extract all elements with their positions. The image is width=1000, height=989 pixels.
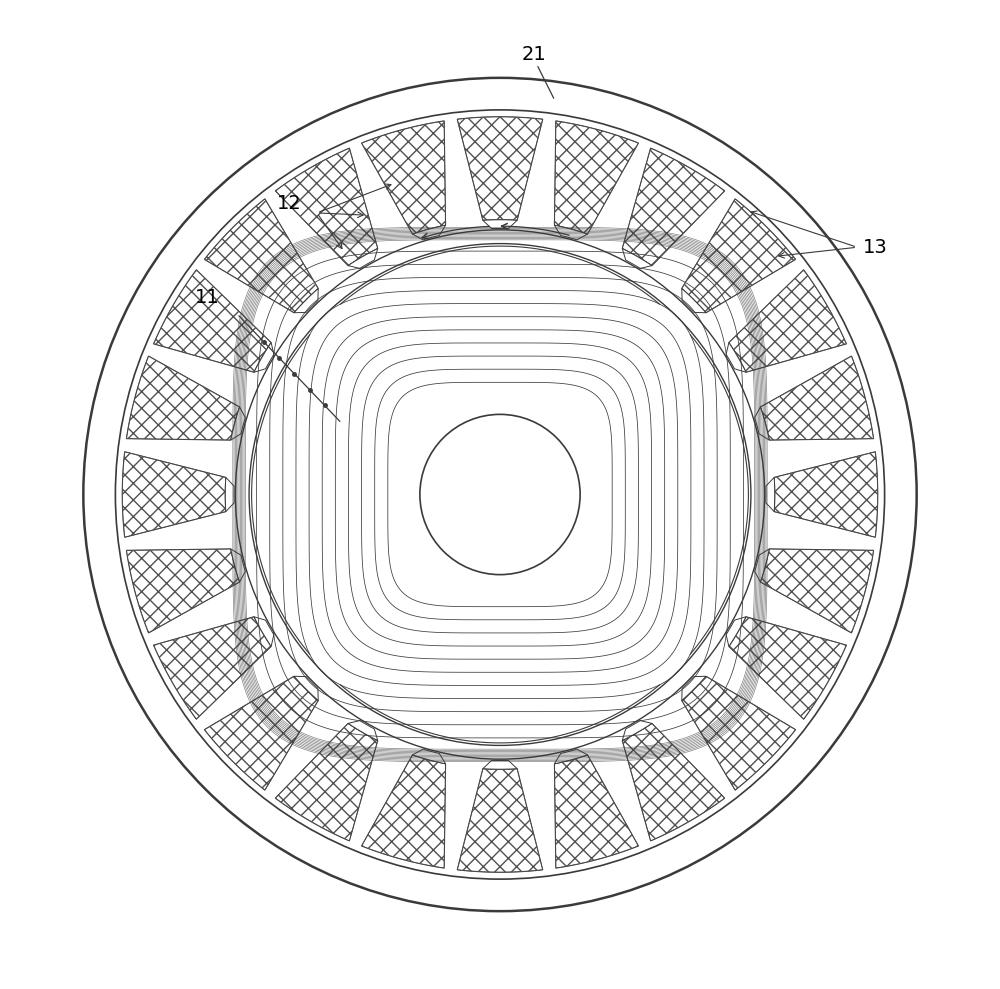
Polygon shape [204, 676, 318, 790]
Circle shape [420, 414, 580, 575]
Polygon shape [622, 721, 652, 741]
Polygon shape [554, 750, 588, 764]
Text: 21: 21 [522, 45, 547, 64]
Polygon shape [126, 549, 240, 633]
Polygon shape [726, 617, 746, 647]
Polygon shape [348, 248, 378, 268]
Polygon shape [275, 723, 378, 841]
Polygon shape [755, 407, 769, 440]
Polygon shape [412, 750, 446, 764]
Polygon shape [755, 549, 769, 582]
Polygon shape [622, 148, 725, 266]
Circle shape [249, 243, 751, 746]
Polygon shape [682, 199, 796, 313]
Polygon shape [275, 148, 378, 266]
Polygon shape [294, 289, 318, 313]
Polygon shape [154, 270, 271, 372]
Polygon shape [774, 452, 878, 537]
Polygon shape [554, 225, 588, 239]
Polygon shape [254, 342, 274, 372]
Text: 11: 11 [195, 288, 219, 308]
Polygon shape [726, 342, 746, 372]
Polygon shape [483, 761, 517, 769]
Polygon shape [126, 356, 240, 440]
Circle shape [235, 229, 765, 760]
Polygon shape [122, 452, 226, 537]
Text: 12: 12 [277, 194, 302, 214]
Circle shape [83, 78, 917, 911]
Polygon shape [412, 225, 446, 239]
Polygon shape [254, 617, 274, 647]
Polygon shape [554, 755, 638, 868]
Polygon shape [225, 478, 234, 511]
Polygon shape [231, 407, 245, 440]
Polygon shape [682, 289, 706, 313]
Polygon shape [294, 676, 318, 700]
Polygon shape [348, 721, 378, 741]
Polygon shape [622, 723, 725, 841]
Polygon shape [457, 768, 543, 872]
Polygon shape [682, 676, 706, 700]
Circle shape [115, 110, 885, 879]
Polygon shape [682, 676, 796, 790]
Polygon shape [729, 270, 846, 372]
Polygon shape [554, 121, 638, 234]
Polygon shape [362, 121, 446, 234]
Polygon shape [483, 220, 517, 228]
Polygon shape [622, 248, 652, 268]
Polygon shape [760, 356, 874, 440]
Polygon shape [457, 117, 543, 221]
Polygon shape [760, 549, 874, 633]
Polygon shape [231, 549, 245, 582]
Text: 13: 13 [863, 237, 888, 257]
Polygon shape [766, 478, 775, 511]
Polygon shape [729, 617, 846, 719]
Polygon shape [362, 755, 446, 868]
Polygon shape [204, 199, 318, 313]
Polygon shape [154, 617, 271, 719]
